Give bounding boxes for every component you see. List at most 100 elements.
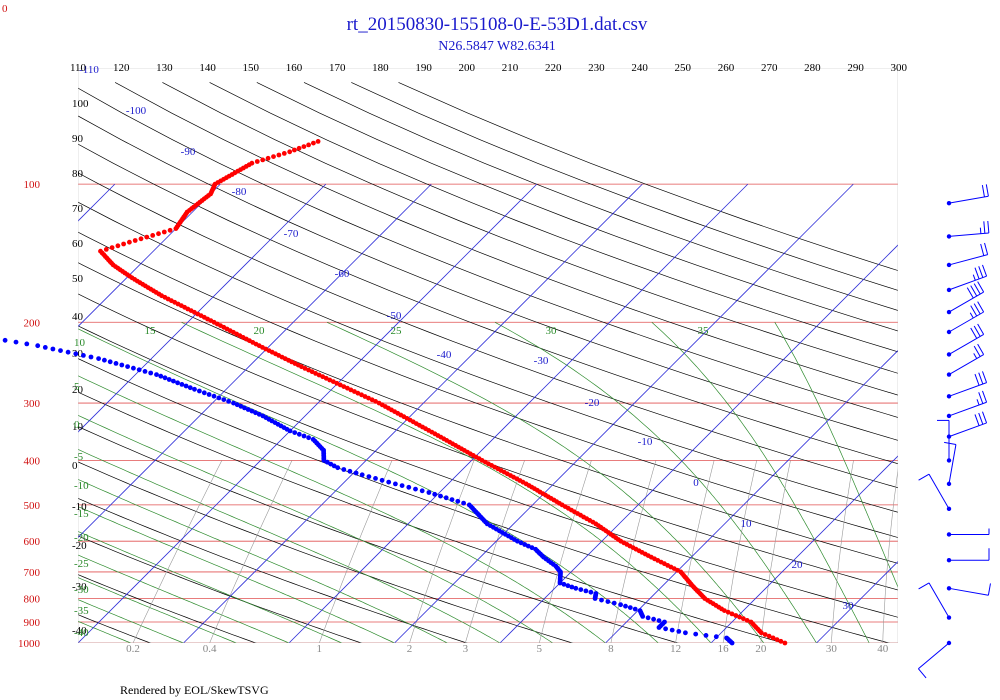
- dry-adiabat-line: [303, 82, 898, 311]
- moist-adiabat-left-label: 0: [74, 419, 80, 431]
- wind-barb-half-flag: [972, 274, 976, 281]
- theta-top-label: 250: [675, 62, 692, 74]
- dewpoint-point: [245, 407, 251, 412]
- moist-adiabat-left-label: -20: [74, 532, 89, 544]
- dewpoint-point: [637, 608, 643, 613]
- mixing-ratio-label: 0.4: [203, 643, 217, 655]
- wind-barb-staff: [948, 587, 989, 596]
- temperature-point: [287, 149, 293, 155]
- wind-barb-staff: [948, 291, 984, 313]
- dry-adiabat-line: [78, 325, 898, 618]
- wind-barb-staff: [918, 642, 950, 670]
- moist-adiabat-left-label: -25: [74, 558, 89, 570]
- dewpoint-point: [158, 373, 164, 379]
- moist-adiabat-label: 20: [254, 325, 266, 337]
- dewpoint-point: [260, 413, 266, 419]
- dewpoint-point: [107, 359, 113, 365]
- dewpoint-point: [42, 345, 48, 350]
- dewpoint-point: [693, 631, 699, 637]
- mixing-ratio-line: [539, 460, 592, 643]
- corner-label: 0: [2, 3, 8, 15]
- isotherm-line: [816, 560, 898, 643]
- temperature-point: [271, 154, 276, 160]
- isotherm-label: -100: [126, 105, 147, 117]
- wind-barb-flag: [977, 301, 985, 313]
- moist-adiabat-line: [78, 414, 553, 643]
- temperature-point: [281, 151, 287, 156]
- theta-left-label: 20: [72, 384, 84, 396]
- moist-adiabat-line: [78, 506, 395, 643]
- dewpoint-point: [234, 402, 240, 408]
- temperature-point: [369, 397, 375, 403]
- dewpoint-point: [438, 493, 443, 499]
- temperature-point: [254, 159, 260, 164]
- wind-barb-flag: [974, 373, 980, 386]
- wind-barb-flag: [978, 392, 984, 404]
- theta-top-label: 260: [718, 62, 735, 74]
- isotherm-label: 20: [792, 559, 804, 571]
- temperature-point: [741, 616, 746, 622]
- wind-barb: [918, 473, 952, 512]
- isotherm-label: -40: [437, 349, 452, 361]
- dewpoint-point: [253, 410, 258, 416]
- wind-barb: [946, 528, 990, 537]
- isotherm-line: [78, 183, 538, 643]
- dewpoint-point: [522, 542, 528, 547]
- dewpoint-point: [683, 630, 688, 636]
- footer-credit: Rendered by EOL/SkewTSVG: [120, 683, 269, 697]
- dewpoint-point: [611, 600, 617, 606]
- wind-barb-flag: [977, 323, 985, 335]
- isotherm-label: 10: [741, 518, 753, 530]
- dewpoint-point: [406, 484, 412, 490]
- moist-adiabat-left-label: -10: [74, 480, 89, 492]
- wind-barb: [946, 371, 988, 399]
- theta-top-label: 200: [459, 62, 476, 74]
- moist-adiabat-line: [651, 322, 870, 643]
- wind-barb: [946, 548, 990, 563]
- temperature-point: [748, 619, 754, 625]
- sounding-profiles: [2, 139, 788, 646]
- moist-adiabat-label: 25: [391, 325, 403, 337]
- wind-barb-flag: [978, 372, 984, 385]
- dewpoint-point: [645, 615, 651, 621]
- moist-adiabat-left-label: -40: [74, 627, 89, 639]
- wind-barb-staff: [948, 254, 988, 266]
- theta-top-label: 170: [329, 62, 346, 74]
- dewpoint-point: [449, 497, 455, 502]
- wind-barb-flag: [984, 242, 989, 255]
- dewpoint-point: [136, 367, 142, 373]
- isotherm-line: [499, 244, 898, 643]
- isotherm-label: -50: [387, 310, 402, 322]
- isotherm-label: -110: [79, 64, 99, 76]
- mixing-ratio-label: 5: [537, 643, 543, 655]
- theta-top-label: 140: [199, 62, 216, 74]
- wind-barb-flag: [977, 281, 985, 293]
- dewpoint-point: [413, 486, 418, 492]
- wind-barb-staff: [928, 582, 950, 618]
- dry-adiabat-line: [209, 82, 898, 353]
- theta-top-label: 160: [286, 62, 303, 74]
- dewpoint-point: [676, 629, 682, 634]
- moist-adiabat-left-label: -5: [74, 451, 84, 463]
- dewpoint-point: [292, 430, 298, 435]
- wind-barb-staff: [948, 195, 989, 204]
- dewpoint-point: [662, 619, 667, 625]
- wind-barb-flag: [918, 473, 930, 481]
- dewpoint-point: [242, 405, 247, 411]
- wind-barb: [946, 323, 985, 357]
- theta-top-label: 110: [70, 62, 87, 74]
- wind-barb: [944, 441, 957, 487]
- theta-top-label: 280: [804, 62, 821, 74]
- temperature-point: [161, 229, 167, 235]
- wind-barb-flag: [977, 343, 985, 355]
- moist-adiabat-line: [774, 322, 898, 588]
- dewpoint-point: [35, 343, 41, 349]
- dewpoint-point: [175, 380, 181, 386]
- temperature-point: [320, 374, 326, 380]
- moist-adiabat-line: [78, 531, 342, 643]
- dry-adiabat-line: [78, 172, 898, 489]
- temperature-point: [167, 227, 173, 233]
- dewpoint-point: [565, 583, 571, 589]
- isotherm-label: -30: [534, 355, 549, 367]
- dewpoint-point: [588, 589, 594, 595]
